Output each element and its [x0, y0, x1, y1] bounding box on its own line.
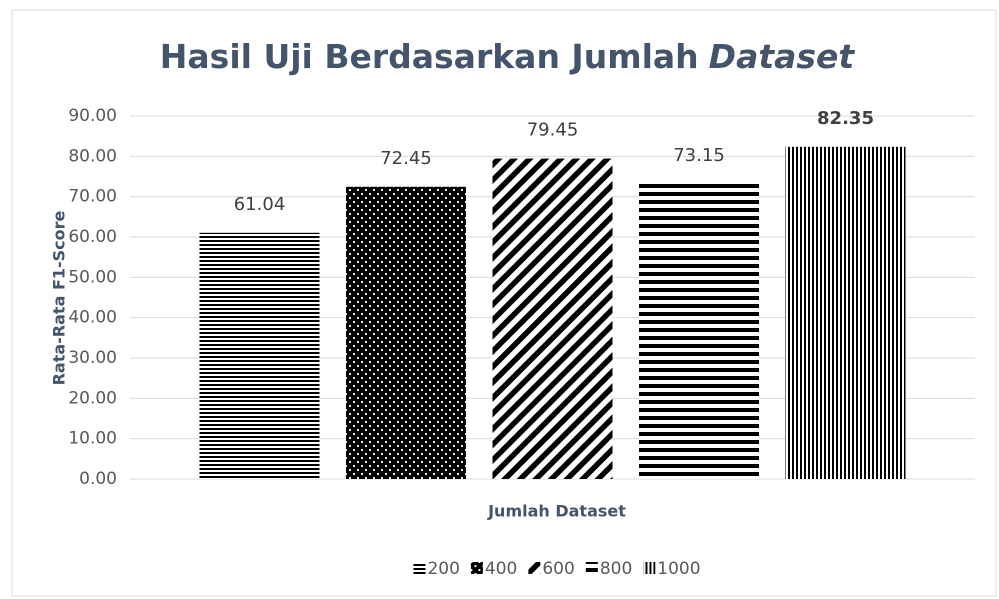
title-part: Dataset: [709, 37, 856, 76]
y-axis-label: Rata-Rata F1-Score: [50, 210, 69, 385]
chart-title: Hasil Uji Berdasarkan Jumlah Dataset: [160, 37, 856, 76]
legend-label: 400: [485, 559, 517, 579]
data-label: 73.15: [673, 145, 725, 166]
y-tick-label: 30.00: [68, 348, 117, 368]
y-tick-label: 90.00: [68, 106, 117, 126]
bar: [199, 232, 320, 479]
y-tick-label: 20.00: [68, 388, 117, 408]
legend: 200 400 600 800 1000: [413, 559, 701, 579]
x-axis-label: Jumlah Dataset: [487, 502, 626, 521]
bar: [492, 158, 613, 479]
y-tick-label: 70.00: [68, 187, 117, 207]
legend-swatch: [585, 562, 598, 574]
y-tick-label: 50.00: [68, 267, 117, 287]
legend-label: 600: [542, 559, 574, 579]
data-label: 79.45: [527, 120, 579, 141]
y-tick-label: 10.00: [68, 429, 117, 449]
y-tick-label: 40.00: [68, 308, 117, 328]
y-tick-label: 60.00: [68, 227, 117, 247]
legend-swatch: [413, 562, 426, 574]
legend-label: 800: [600, 559, 632, 579]
legend-swatch: [643, 562, 656, 574]
bar: [639, 183, 759, 479]
data-label: 61.04: [234, 194, 286, 215]
bar: [346, 186, 466, 479]
y-tick-label: 0.00: [79, 469, 117, 489]
legend-swatch: [470, 562, 483, 574]
y-tick-label: 80.00: [68, 146, 117, 166]
bar: [785, 146, 906, 480]
legend-label: 1000: [657, 559, 700, 579]
title-part: Hasil Uji Berdasarkan Jumlah: [160, 37, 699, 76]
data-label: 82.35: [817, 108, 874, 129]
legend-label: 200: [427, 559, 459, 579]
legend-swatch: [528, 562, 541, 574]
data-label: 72.45: [380, 148, 432, 169]
